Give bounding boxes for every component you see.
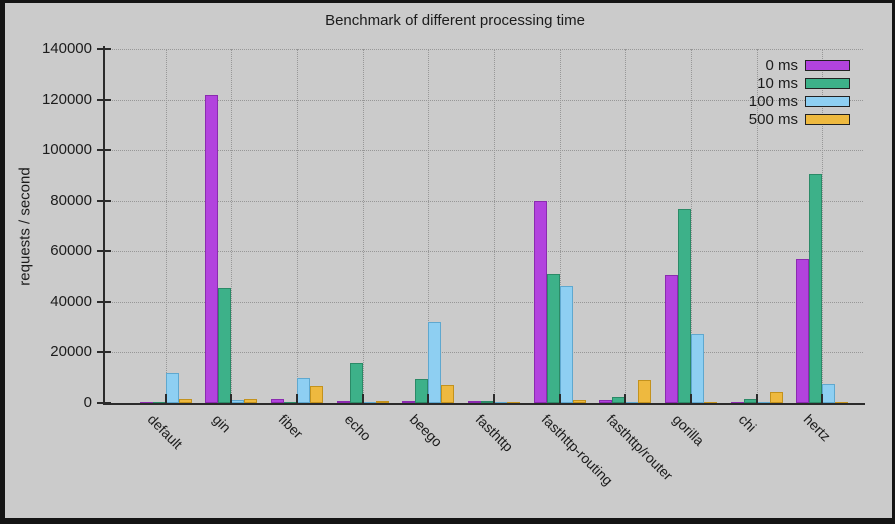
bar-gin-500ms — [244, 399, 257, 403]
bar-fasthttp-routing-500ms — [573, 400, 586, 403]
y-tick-label: 0 — [83, 394, 92, 411]
x-gridline — [297, 49, 299, 403]
legend-label: 10 ms — [757, 74, 798, 92]
x-tick — [493, 394, 495, 403]
x-tick-label: default — [144, 411, 186, 453]
y-tick-label: 20000 — [50, 343, 92, 361]
bar-fasthttp-routing-0ms — [534, 201, 547, 403]
y-gridline — [105, 352, 863, 354]
x-tick — [558, 394, 561, 403]
bar-chi-500ms — [770, 392, 783, 403]
bar-gin-0ms — [205, 95, 218, 403]
legend-label: 100 ms — [748, 92, 798, 110]
x-tick-label: echo — [341, 411, 375, 444]
x-gridline — [494, 49, 495, 403]
bar-hertz-10ms — [809, 174, 822, 403]
bar-fasthttp-routing-10ms — [547, 274, 560, 403]
bar-gorilla-100ms — [691, 334, 704, 403]
bar-hertz-100ms — [822, 384, 835, 403]
x-gridline — [756, 49, 758, 403]
x-gridline — [428, 49, 430, 403]
x-gridline — [690, 49, 692, 403]
x-tick — [361, 394, 364, 403]
x-axis-line — [103, 403, 865, 405]
y-tick-label: 80000 — [50, 191, 92, 209]
x-tick-label: hertz — [800, 411, 835, 445]
x-tick — [296, 394, 299, 403]
x-gridline — [362, 49, 364, 403]
x-gridline — [625, 49, 627, 403]
y-gridline — [105, 49, 863, 50]
x-tick-label: gorilla — [669, 411, 708, 449]
bar-fasthttp/router-500ms — [638, 380, 651, 403]
bar-fasthttp-0ms — [468, 401, 481, 403]
legend-row: 0 ms — [749, 56, 850, 74]
bar-fiber-100ms — [297, 378, 310, 403]
bar-beego-500ms — [441, 385, 454, 403]
bar-default-100ms — [166, 373, 179, 403]
y-gridline — [105, 150, 863, 152]
legend-swatch — [805, 77, 850, 89]
bar-gorilla-10ms — [678, 209, 691, 403]
y-tick-label: 40000 — [50, 292, 92, 310]
y-gridline — [105, 251, 863, 253]
plot-area: 0 20000 40000 60000 80000 100000 120000 140000 d… — [5, 3, 892, 518]
x-tick-label: fasthttp — [472, 411, 517, 455]
bar-gorilla-0ms — [665, 275, 678, 403]
x-tick — [164, 394, 167, 403]
legend-swatch — [805, 113, 850, 125]
legend-row: 500 ms — [749, 110, 850, 128]
bar-beego-10ms — [415, 379, 428, 403]
x-tick-label: chi — [735, 411, 760, 435]
x-tick — [689, 394, 692, 403]
x-tick-label: fasthttp/router — [603, 411, 677, 484]
x-tick — [755, 394, 758, 403]
legend-row: 10 ms — [749, 74, 850, 92]
bar-fasthttp/router-0ms — [599, 400, 612, 403]
bar-beego-0ms — [402, 401, 415, 403]
x-tick — [230, 394, 233, 403]
legend: 0 ms 10 ms 100 ms 500 ms — [749, 56, 850, 128]
x-tick-label: fiber — [275, 411, 307, 442]
x-tick-label: gin — [210, 411, 235, 436]
x-gridline — [822, 49, 824, 403]
bar-fasthttp-routing-100ms — [560, 286, 573, 403]
bar-fiber-0ms — [271, 399, 284, 403]
x-tick — [821, 394, 824, 403]
bar-default-500ms — [179, 399, 192, 403]
x-gridline — [165, 49, 167, 403]
bar-gin-10ms — [218, 288, 231, 403]
y-tick-label: 120000 — [41, 90, 92, 108]
x-tick — [624, 394, 627, 403]
x-gridline — [231, 49, 233, 403]
bar-beego-100ms — [428, 322, 441, 403]
bar-hertz-0ms — [796, 259, 809, 403]
chart-title: Benchmark of different processing time — [325, 12, 585, 29]
legend-label: 500 ms — [748, 110, 798, 128]
bar-fiber-500ms — [310, 386, 323, 403]
legend-label: 0 ms — [765, 56, 798, 74]
legend-swatch — [805, 59, 850, 71]
bar-echo-10ms — [350, 363, 363, 403]
bar-echo-0ms — [337, 401, 350, 403]
y-tick-label: 100000 — [41, 141, 92, 159]
y-tick-label: 140000 — [41, 40, 92, 57]
legend-row: 100 ms — [749, 92, 850, 110]
y-axis-line — [103, 46, 105, 405]
y-gridline — [105, 301, 863, 303]
bar-echo-500ms — [376, 401, 389, 403]
y-tick-label: 60000 — [50, 242, 92, 260]
x-gridline — [559, 49, 561, 403]
chart-panel: Benchmark of different processing time r… — [5, 3, 892, 518]
x-tick — [427, 394, 430, 403]
y-gridline — [105, 99, 863, 101]
y-gridline — [105, 200, 863, 202]
legend-swatch — [805, 95, 850, 107]
x-tick-label: beego — [407, 411, 446, 450]
